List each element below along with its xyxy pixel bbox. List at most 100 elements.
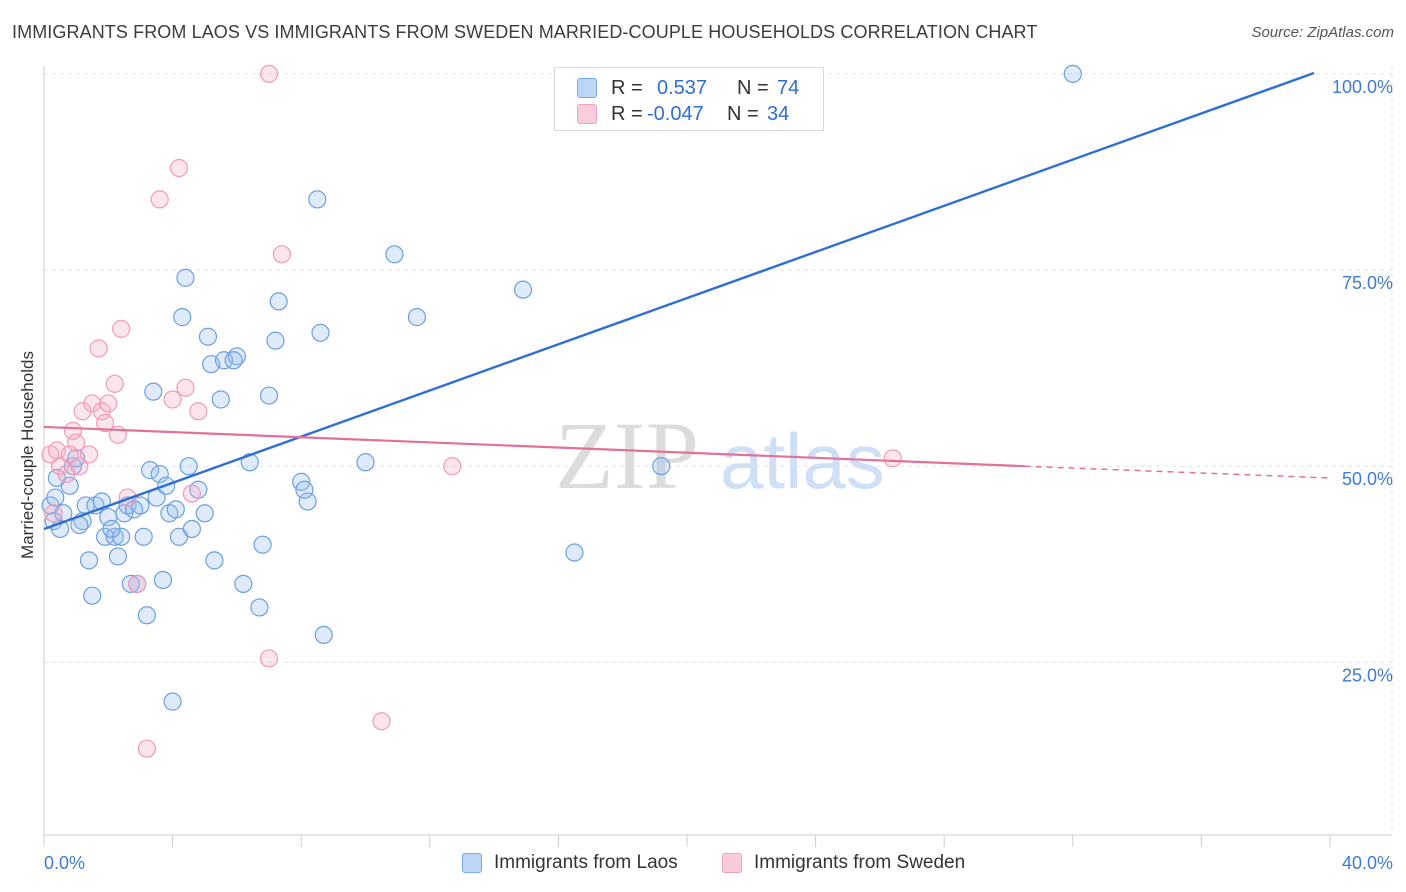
n-value: 74 — [777, 76, 800, 99]
point-laos — [163, 692, 182, 711]
y-tick-label-2: 75.0% — [1342, 273, 1393, 293]
point-laos — [137, 606, 156, 625]
watermark-zip: ZIP — [555, 402, 699, 509]
point-sweden — [60, 445, 79, 464]
point-laos — [121, 574, 140, 593]
point-laos — [652, 457, 671, 476]
r-label: R = — [611, 76, 643, 99]
point-laos — [124, 500, 144, 519]
trend-line-sweden-extension — [1024, 465, 1331, 479]
point-laos — [240, 453, 259, 472]
laos-swatch — [462, 853, 482, 873]
point-laos — [1063, 64, 1082, 83]
chart-title: IMMIGRANTS FROM LAOS VS IMMIGRANTS FROM … — [12, 22, 1038, 42]
point-sweden — [112, 319, 131, 338]
point-sweden — [67, 433, 86, 452]
point-laos — [153, 570, 173, 590]
point-laos — [269, 292, 288, 311]
point-sweden — [443, 457, 462, 476]
point-laos — [295, 480, 314, 499]
point-sweden — [44, 504, 63, 523]
watermark-atlas: atlas — [720, 417, 885, 505]
legend-label-sweden: Immigrants from Sweden — [754, 852, 966, 873]
point-laos — [198, 327, 218, 346]
point-laos — [79, 551, 99, 570]
point-laos — [83, 586, 102, 605]
point-laos — [60, 476, 79, 495]
legend-item-laos[interactable]: Immigrants from Laos — [462, 852, 678, 874]
y-axis-label: Married-couple Households — [18, 351, 37, 559]
point-sweden — [105, 374, 124, 393]
correlation-legend: R = 0.537 N = 74 R = -0.047 N = 34 — [554, 67, 824, 131]
point-laos — [173, 308, 192, 327]
point-laos — [166, 500, 185, 519]
point-laos — [314, 625, 333, 645]
point-laos — [565, 543, 584, 562]
source-label: Source: ZipAtlas.com — [1251, 24, 1394, 41]
point-sweden — [189, 402, 208, 421]
point-laos — [234, 574, 253, 593]
r-value: -0.047 — [647, 102, 704, 125]
point-laos — [308, 190, 327, 209]
legend-label-laos: Immigrants from Laos — [494, 852, 678, 873]
n-value: 34 — [767, 102, 790, 125]
n-label: N = — [737, 76, 769, 99]
y-tick-label-3: 100.0% — [1332, 77, 1393, 97]
point-sweden — [372, 712, 391, 731]
point-sweden — [176, 378, 195, 397]
trend-line-laos — [43, 71, 1315, 531]
axes — [43, 66, 1392, 847]
point-sweden — [118, 488, 137, 507]
x-tick-label-min: 0.0% — [44, 853, 85, 873]
point-laos — [407, 308, 427, 327]
legend-item-sweden[interactable]: Immigrants from Sweden — [722, 852, 965, 874]
series-laos-points — [41, 64, 1082, 711]
point-sweden — [272, 245, 292, 264]
point-sweden — [182, 484, 201, 503]
point-laos — [224, 351, 243, 370]
point-sweden — [99, 394, 118, 413]
point-sweden — [89, 339, 108, 358]
point-laos — [259, 386, 279, 405]
point-laos — [140, 461, 160, 480]
point-laos — [266, 331, 285, 350]
legend-row-laos: R = 0.537 N = 74 — [577, 76, 799, 100]
legend-row-sweden: R = -0.047 N = 34 — [577, 102, 789, 126]
point-sweden — [95, 413, 115, 433]
laos-swatch — [577, 78, 597, 98]
r-value: 0.537 — [657, 76, 708, 99]
point-laos — [298, 492, 317, 511]
point-sweden — [70, 457, 89, 476]
point-laos — [195, 504, 214, 523]
trend-line-sweden — [43, 425, 1025, 468]
x-tick-labels: 0.0% 40.0% — [44, 853, 1393, 873]
y-tick-labels: 25.0% 50.0% 75.0% 100.0% — [1332, 77, 1393, 686]
point-laos — [108, 547, 128, 566]
point-sweden — [128, 574, 147, 593]
point-laos — [205, 551, 224, 570]
point-laos — [102, 519, 121, 539]
point-laos — [182, 519, 201, 539]
sweden-swatch — [577, 104, 597, 124]
point-sweden — [63, 421, 83, 440]
point-sweden — [259, 64, 279, 83]
point-laos — [253, 535, 272, 554]
series-sweden-points — [41, 64, 902, 758]
point-laos — [250, 598, 269, 617]
sweden-swatch — [722, 853, 742, 873]
n-label: N = — [727, 102, 759, 125]
point-laos — [176, 268, 195, 287]
point-laos — [150, 464, 169, 484]
y-tick-label-1: 50.0% — [1342, 469, 1393, 489]
point-laos — [46, 488, 65, 507]
point-laos — [311, 323, 330, 342]
point-sweden — [79, 445, 99, 464]
point-sweden — [259, 649, 279, 668]
point-sweden — [150, 190, 169, 209]
series-legend: Immigrants from Laos Immigrants from Swe… — [0, 852, 1406, 876]
x-tick-label-max: 40.0% — [1342, 853, 1393, 873]
grid — [44, 66, 1393, 835]
point-sweden — [883, 449, 902, 468]
y-tick-label-0: 25.0% — [1342, 665, 1393, 685]
